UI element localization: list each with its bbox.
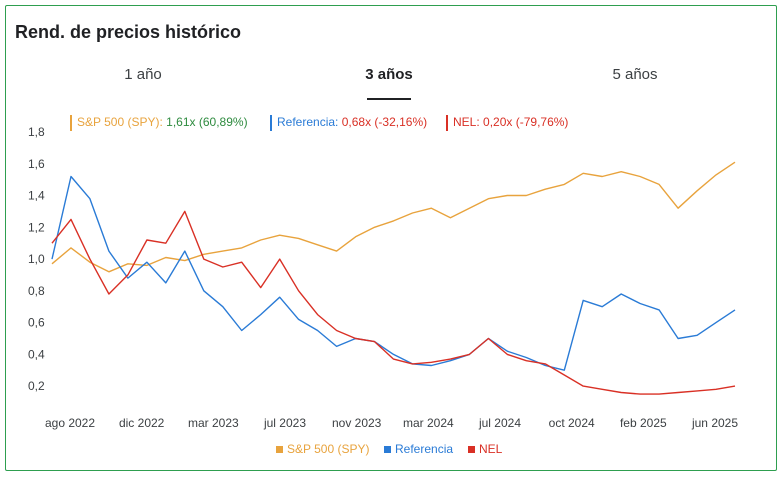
- x-tick-label: mar 2024: [403, 416, 454, 430]
- series-line-s-p-500-spy: [51, 161, 736, 273]
- legend-referencia-marker: [270, 115, 272, 131]
- legend-spy: S&P 500 (SPY): 1,61x (60,89%): [70, 115, 248, 131]
- y-tick-label: 1,4: [28, 189, 45, 203]
- y-tick-label: 0,2: [28, 379, 45, 393]
- bottom-legend-nel-swatch: [468, 446, 475, 454]
- legend-spy-marker: [70, 115, 72, 131]
- y-tick-label: 1,8: [28, 125, 45, 139]
- y-tick-label: 0,8: [28, 284, 45, 298]
- legend-referencia-change: (-32,16%): [374, 115, 428, 130]
- y-tick-label: 0,4: [28, 347, 45, 361]
- legend-spy-name: S&P 500 (SPY):: [77, 115, 163, 130]
- bottom-legend-spy-swatch: [276, 446, 283, 454]
- x-tick-label: dic 2022: [119, 416, 165, 430]
- bottom-legend-referencia: Referencia: [384, 442, 453, 456]
- x-tick-label: feb 2025: [620, 416, 667, 430]
- tab-3-years[interactable]: 3 años: [365, 66, 413, 83]
- bottom-legend-referencia-swatch: [384, 446, 391, 454]
- series-line-referencia: [51, 175, 736, 371]
- y-tick-label: 1,2: [28, 220, 45, 234]
- legend-referencia: Referencia: 0,68x (-32,16%): [270, 115, 427, 131]
- x-tick-label: jul 2023: [263, 416, 306, 430]
- y-tick-label: 0,6: [28, 316, 45, 330]
- legend-spy-change: (60,89%): [198, 115, 248, 130]
- bottom-legend-spy-label: S&P 500 (SPY): [287, 442, 370, 456]
- legend-nel-change: (-79,76%): [515, 115, 569, 130]
- bottom-legend-referencia-label: Referencia: [395, 442, 454, 456]
- x-tick-label: jun 2025: [691, 416, 738, 430]
- legend-nel: NEL: 0,20x (-79,76%): [446, 115, 568, 131]
- chart-title: Rend. de precios histórico: [15, 22, 242, 42]
- bottom-legend-nel-label: NEL: [479, 442, 503, 456]
- x-tick-label: nov 2023: [332, 416, 382, 430]
- legend-referencia-multiple: 0,68x: [341, 115, 372, 130]
- legend-nel-multiple: 0,20x: [483, 115, 513, 130]
- x-tick-label: oct 2024: [549, 416, 595, 430]
- legend-nel-marker: [446, 115, 448, 131]
- x-tick-label: ago 2022: [45, 416, 95, 430]
- tab-1-year[interactable]: 1 año: [124, 66, 162, 83]
- legend-nel-name: NEL:: [453, 115, 480, 130]
- y-tick-label: 1,0: [28, 252, 45, 266]
- series-line-nel: [51, 210, 736, 395]
- x-tick-label: mar 2023: [188, 416, 239, 430]
- tab-5-years[interactable]: 5 años: [612, 66, 658, 83]
- legend-referencia-name: Referencia:: [277, 115, 339, 130]
- y-tick-label: 1,6: [28, 157, 45, 171]
- chart-card: [5, 5, 777, 471]
- x-tick-label: jul 2024: [478, 416, 521, 430]
- bottom-legend-spy: S&P 500 (SPY): [276, 442, 370, 456]
- active-tab-indicator: [367, 98, 411, 100]
- legend-spy-multiple: 1,61x: [166, 115, 196, 130]
- bottom-legend-nel: NEL: [468, 442, 502, 456]
